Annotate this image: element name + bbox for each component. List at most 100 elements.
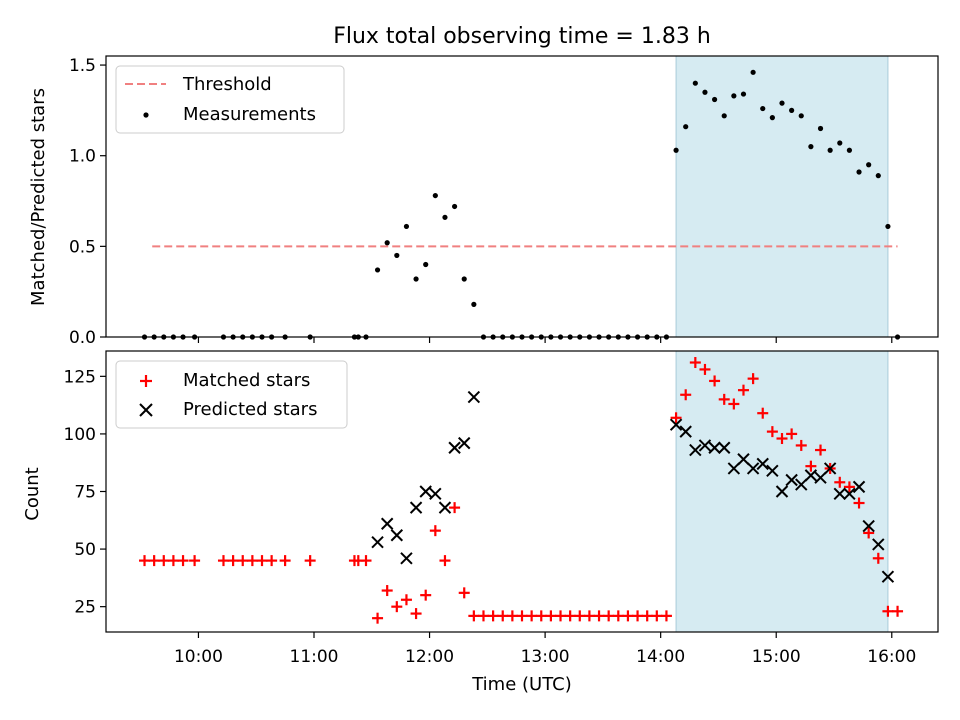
measurement-point xyxy=(692,80,698,86)
matched-star-point xyxy=(468,610,480,622)
x-tick-label: 11:00 xyxy=(290,647,339,667)
x-tick-label: 15:00 xyxy=(752,647,801,667)
measurement-point xyxy=(471,301,477,307)
matched-star-point xyxy=(227,555,239,567)
matched-star-point xyxy=(555,610,567,622)
predicted-star-point xyxy=(679,425,692,438)
bottom-axes-frame xyxy=(105,350,939,633)
matched-star-point xyxy=(670,412,682,424)
predicted-star-point xyxy=(371,535,384,549)
matched-star-point xyxy=(391,601,403,613)
chart-title: Flux total observing time = 1.83 h xyxy=(333,24,711,49)
matched-star-point xyxy=(737,384,749,396)
legend-matched-swatch xyxy=(140,375,152,387)
top-panel: 0.0 0.5 1.0 1.5 Matched/Predicted stars Thr… xyxy=(28,55,939,348)
matched-star-point xyxy=(449,502,461,514)
matched-star-point xyxy=(564,610,576,622)
predicted-star-point xyxy=(708,441,721,454)
predicted-star-point xyxy=(785,473,798,487)
predicted-star-point xyxy=(718,441,731,454)
predicted-star-point xyxy=(727,462,741,475)
legend-predicted-label: Predicted stars xyxy=(183,399,317,420)
matched-star-point xyxy=(699,363,711,375)
predicted-star-point xyxy=(737,453,750,466)
matched-star-point xyxy=(805,460,817,472)
x-tick-label: 12:00 xyxy=(405,647,454,667)
y-tick-label: 125 xyxy=(64,367,96,387)
measurement-point xyxy=(673,147,679,153)
legend-predicted-swatch xyxy=(139,403,153,417)
measurement-point xyxy=(827,147,833,153)
matched-stars-points xyxy=(139,357,904,624)
matched-star-point xyxy=(189,555,201,567)
measurement-point xyxy=(403,223,410,230)
matched-star-point xyxy=(853,497,865,509)
measurement-point xyxy=(798,113,804,119)
y-tick-label: 0.0 xyxy=(69,328,96,348)
predicted-star-point xyxy=(766,464,779,477)
measurement-point xyxy=(760,105,766,112)
measurement-point xyxy=(885,223,891,230)
x-tick-label: 16:00 xyxy=(867,647,916,667)
matched-star-point xyxy=(632,610,644,622)
measurement-point xyxy=(779,100,785,106)
bottom-x-ticks: 10:00 11:00 12:00 13:00 14:00 15:00 16:00 xyxy=(174,632,916,667)
measurement-point xyxy=(702,89,708,95)
matched-star-point xyxy=(651,610,663,622)
matched-star-point xyxy=(747,373,759,385)
matched-star-point xyxy=(477,610,489,622)
y-tick-label: 50 xyxy=(74,540,96,560)
x-tick-label: 13:00 xyxy=(521,647,570,667)
matched-star-point xyxy=(372,612,384,624)
measurement-point xyxy=(789,107,795,113)
measurement-point xyxy=(442,214,448,220)
predicted-star-point xyxy=(390,529,404,542)
matched-star-point xyxy=(689,357,701,369)
matched-star-point xyxy=(246,555,258,567)
matched-star-point xyxy=(612,610,624,622)
matched-star-point xyxy=(815,444,827,456)
predicted-star-point xyxy=(881,570,895,583)
matched-star-point xyxy=(167,555,179,567)
matched-star-point xyxy=(709,375,721,387)
y-tick-label: 100 xyxy=(64,425,96,445)
measurement-point xyxy=(750,69,756,75)
predicted-star-point xyxy=(467,390,481,404)
predicted-star-point xyxy=(843,487,856,501)
bottom-legend-box xyxy=(115,360,348,429)
matched-star-point xyxy=(497,610,509,622)
matched-star-point xyxy=(506,610,518,622)
predicted-star-point xyxy=(400,552,413,565)
matched-star-point xyxy=(718,393,730,405)
bottom-y-axis-label: Count xyxy=(22,467,43,520)
measurement-point xyxy=(413,276,419,282)
matched-star-point xyxy=(458,587,470,599)
measurement-point xyxy=(866,162,872,168)
matched-star-point xyxy=(360,555,372,567)
predicted-star-point xyxy=(833,487,846,501)
matched-star-point xyxy=(641,610,653,622)
predicted-star-point xyxy=(775,485,789,498)
matched-star-point xyxy=(593,610,605,622)
matched-star-point xyxy=(680,389,692,401)
measurement-point xyxy=(731,93,737,99)
y-tick-label: 25 xyxy=(74,598,96,618)
predicted-star-point xyxy=(689,443,702,457)
matched-star-point xyxy=(158,555,170,567)
measurement-point xyxy=(374,267,381,273)
top-y-ticks: 0.0 0.5 1.0 1.5 xyxy=(69,56,106,348)
matched-star-point xyxy=(487,610,499,622)
matched-star-point xyxy=(834,476,846,488)
matched-star-point xyxy=(574,610,586,622)
predicted-star-point xyxy=(823,462,837,475)
bottom-legend: Matched stars Predicted stars xyxy=(115,360,348,429)
matched-star-point xyxy=(766,426,778,438)
bottom-y-ticks: 25 50 75 100 125 xyxy=(64,367,106,618)
matched-star-point xyxy=(882,605,894,617)
matched-star-point xyxy=(603,610,615,622)
top-y-axis-label: Matched/Predicted stars xyxy=(28,88,49,306)
top-legend-box xyxy=(115,65,345,134)
predicted-star-point xyxy=(852,480,866,494)
y-tick-label: 1.5 xyxy=(69,56,96,76)
